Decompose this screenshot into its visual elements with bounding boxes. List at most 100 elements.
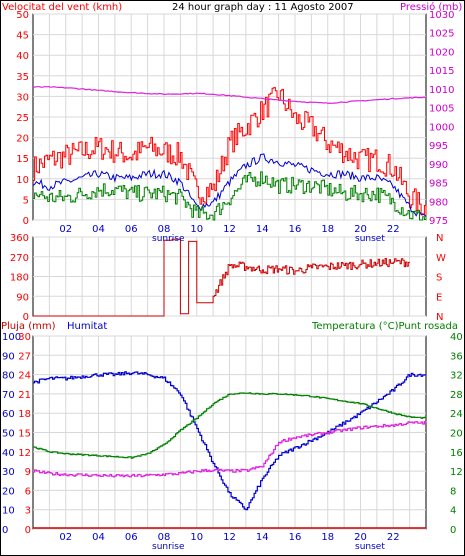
pressure-y-tick: 990 — [429, 160, 448, 171]
wind-y-tick: 35 — [16, 72, 29, 83]
pressure-y-tick: 975 — [429, 216, 448, 227]
wind-y-tick: 50 — [16, 10, 29, 21]
sunrise-label: sunrise — [152, 234, 185, 244]
rain-y-tick: 27 — [18, 351, 31, 362]
direction-y-tick: 0 — [23, 312, 29, 323]
pressure-y-tick: 1015 — [429, 66, 454, 77]
rain-y-tick: 24 — [18, 371, 31, 382]
rain-y-tick: 18 — [18, 409, 31, 420]
wind-y-tick: 30 — [16, 92, 29, 103]
pressure-y-tick: 1005 — [429, 104, 454, 115]
wind-lull-line — [33, 171, 427, 221]
temperature-y-tick: 40 — [450, 332, 463, 343]
direction-y-tick: 180 — [10, 273, 29, 284]
pressure-title: Pressió (mb) — [400, 1, 462, 13]
humidity-y-tick: 80 — [2, 371, 15, 382]
pressure-y-tick: 1000 — [429, 122, 454, 133]
hour-tick-top: 12 — [223, 224, 236, 235]
pressure-y-tick: 1025 — [429, 29, 454, 40]
humidity-y-tick: 60 — [2, 409, 15, 420]
temperature-y-tick: 24 — [450, 409, 463, 420]
humidity-y-tick: 30 — [2, 467, 15, 478]
direction-y-tick: 360 — [10, 233, 29, 244]
direction-y-tick: 90 — [16, 292, 29, 303]
pressure-y-tick: 1010 — [429, 85, 454, 96]
compass-label: S — [436, 273, 442, 284]
temperature-y-tick: 28 — [450, 390, 463, 401]
pressure-line — [32, 85, 427, 104]
humidity-y-tick: 50 — [2, 429, 15, 440]
rain-axis-title: Pluja (mm) — [1, 321, 56, 332]
hour-tick-top: 04 — [92, 224, 105, 235]
hour-tick-bottom: 12 — [223, 532, 236, 543]
temperature-y-tick: 4 — [450, 506, 456, 517]
dewpoint-line — [33, 421, 427, 478]
humidity-y-tick: 70 — [2, 390, 15, 401]
hour-tick-top: 06 — [125, 224, 138, 235]
rain-y-tick: 6 — [25, 486, 31, 497]
hour-tick-bottom: 16 — [289, 532, 302, 543]
hour-tick-bottom: 02 — [59, 532, 72, 543]
rain-y-tick: 3 — [25, 506, 31, 517]
compass-label: N — [436, 312, 443, 323]
hour-tick-top: 22 — [387, 224, 400, 235]
direction-y-tick: 270 — [10, 253, 29, 264]
wind-direction-line — [33, 238, 411, 317]
pressure-y-tick: 980 — [429, 197, 448, 208]
hour-tick-top: 20 — [354, 224, 367, 235]
wind-gust-line — [33, 87, 427, 218]
humidity-y-tick: 0 — [2, 525, 8, 536]
temperature-y-tick: 36 — [450, 351, 463, 362]
hour-tick-top: 10 — [190, 224, 203, 235]
grid-lines — [33, 13, 426, 530]
compass-label: W — [436, 253, 446, 264]
wind-y-tick: 0 — [23, 216, 29, 227]
humidity-y-tick: 90 — [2, 351, 15, 362]
hour-tick-bottom: 10 — [190, 532, 203, 543]
wind-y-tick: 20 — [16, 134, 29, 145]
wind-y-tick: 45 — [16, 31, 29, 42]
hour-tick-bottom: 20 — [354, 532, 367, 543]
humidity-axis-title: Humitat — [67, 321, 107, 332]
sunset-label-bottom: sunset — [355, 542, 385, 552]
wind-y-tick: 5 — [23, 195, 29, 206]
plot-series — [32, 85, 427, 529]
hour-tick-bottom: 04 — [92, 532, 105, 543]
sunset-label: sunset — [355, 234, 385, 244]
temperature-line — [33, 392, 427, 459]
hour-tick-bottom: 08 — [158, 532, 171, 543]
temperature-y-tick: 16 — [450, 448, 463, 459]
pressure-y-tick: 985 — [429, 179, 448, 190]
pressure-y-tick: 995 — [429, 141, 448, 152]
wind-speed-title: Velocitat del vent (kmh) — [2, 2, 122, 13]
wind-y-tick: 40 — [16, 51, 29, 62]
temperature-axis-title: Temperatura (°C)Punt rosada — [311, 321, 458, 332]
hour-tick-top: 08 — [158, 224, 171, 235]
temperature-y-tick: 8 — [450, 486, 456, 497]
humidity-y-tick: 10 — [2, 506, 15, 517]
temperature-y-tick: 12 — [450, 467, 463, 478]
wind-average-line — [32, 153, 427, 217]
hour-tick-bottom: 06 — [125, 532, 138, 543]
rain-y-tick: 12 — [18, 448, 31, 459]
chart-title: 24 hour graph day : 11 Agosto 2007 — [172, 2, 354, 13]
rain-y-tick: 21 — [18, 390, 31, 401]
hour-tick-bottom: 18 — [321, 532, 334, 543]
sunrise-label-bottom: sunrise — [152, 542, 185, 552]
humidity-line — [33, 371, 427, 511]
humidity-y-tick: 100 — [2, 332, 21, 343]
hour-tick-top: 16 — [289, 224, 302, 235]
rain-y-tick: 30 — [18, 332, 31, 343]
pressure-y-tick: 1030 — [429, 10, 454, 21]
humidity-y-tick: 20 — [2, 486, 15, 497]
hour-tick-bottom: 14 — [256, 532, 269, 543]
wind-y-tick: 10 — [16, 175, 29, 186]
temperature-y-tick: 20 — [450, 429, 463, 440]
wind-y-tick: 25 — [16, 113, 29, 124]
rain-y-tick: 9 — [25, 467, 31, 478]
hour-tick-top: 18 — [321, 224, 334, 235]
wind-y-tick: 15 — [16, 154, 29, 165]
compass-label: N — [436, 233, 443, 244]
axis-labels: 0510152025303540455097598098599099510001… — [2, 10, 463, 543]
